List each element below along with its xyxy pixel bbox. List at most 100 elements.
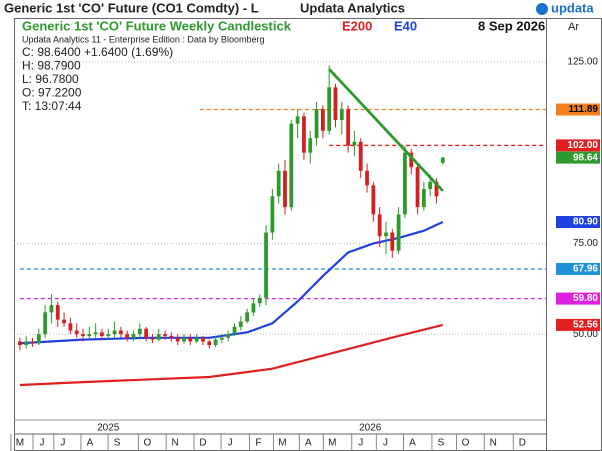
x-tick-label: A xyxy=(305,438,312,449)
candle-body xyxy=(327,87,332,131)
candle-body xyxy=(150,337,155,340)
price-tag xyxy=(556,262,600,275)
price-tag-label: 102.00 xyxy=(567,140,598,151)
candle-body xyxy=(421,188,426,208)
candle-body xyxy=(428,181,433,189)
candle-body xyxy=(118,330,123,335)
candle-body xyxy=(106,334,111,336)
corner-label: Ar xyxy=(568,21,579,33)
x-tick-label: D xyxy=(199,438,206,449)
x-tick-label: A xyxy=(409,438,416,449)
candle-body xyxy=(346,109,351,146)
candle-body xyxy=(163,334,167,336)
candle-body xyxy=(188,337,193,342)
candle-body xyxy=(415,167,420,208)
candle-body xyxy=(87,334,92,336)
chart-title: Generic 1st 'CO' Future Weekly Candlesti… xyxy=(22,18,292,33)
year-label: 2026 xyxy=(359,423,382,434)
candle-body xyxy=(81,334,85,336)
price-tag-label: 80.90 xyxy=(573,217,598,228)
price-tag-label: 98.64 xyxy=(573,152,598,163)
price-tag-label: 111.89 xyxy=(569,104,599,115)
x-tick-label: N xyxy=(172,438,179,449)
candle-body xyxy=(302,116,306,153)
logo-icon xyxy=(536,3,548,15)
candle-body xyxy=(213,339,218,346)
candle-body xyxy=(182,337,186,342)
candle-body xyxy=(289,123,294,208)
candle-body xyxy=(43,312,48,335)
price-tag-label: 67.96 xyxy=(573,264,598,275)
candle-body xyxy=(320,109,325,131)
x-tick-label: S xyxy=(114,438,121,449)
candle-body xyxy=(283,170,287,208)
candle-body xyxy=(308,138,313,153)
price-tag xyxy=(556,139,600,152)
candle-body xyxy=(30,341,35,344)
candle-body xyxy=(339,109,344,121)
candle-body xyxy=(403,152,407,215)
legend-entry: E200 xyxy=(342,18,372,33)
candle-body xyxy=(36,334,41,344)
x-tick-label: J xyxy=(39,438,44,449)
price-tag xyxy=(556,318,600,331)
candle-body xyxy=(384,232,388,237)
candle-body xyxy=(137,328,142,335)
candle-body xyxy=(409,152,414,168)
price-tag-label: 59.80 xyxy=(573,293,598,304)
candle-body xyxy=(201,337,205,342)
price-tag xyxy=(556,292,600,305)
candle-body xyxy=(257,297,262,304)
x-tick-label: M xyxy=(16,438,24,449)
moving-average xyxy=(19,323,444,387)
candle-body xyxy=(377,214,382,237)
price-tag xyxy=(556,103,600,116)
info-line: C: 98.6400 +1.6400 (1.69%) xyxy=(22,45,173,59)
candle-body xyxy=(314,109,319,139)
x-tick-label: M xyxy=(328,438,336,449)
candle-body xyxy=(112,330,117,335)
candle-body xyxy=(131,334,136,338)
candle-body xyxy=(333,87,338,121)
candle-body xyxy=(358,141,363,171)
candle-body xyxy=(169,335,174,338)
candle-body xyxy=(207,341,212,346)
y-tick-label: 50.00 xyxy=(573,329,598,340)
x-tick-label: J xyxy=(383,438,388,449)
candle-body xyxy=(175,337,180,342)
candle-body xyxy=(396,214,401,251)
year-label: 2025 xyxy=(97,423,120,434)
candle-body xyxy=(371,185,376,215)
x-tick-label: A xyxy=(87,438,94,449)
candle-body xyxy=(24,341,29,346)
candle-body xyxy=(62,319,66,324)
candle-body xyxy=(264,232,268,298)
candle-body xyxy=(74,330,79,335)
candle-body xyxy=(232,326,237,335)
candle-body xyxy=(276,170,281,197)
candle-body xyxy=(156,334,161,340)
candle-body xyxy=(440,157,445,163)
x-tick-label: D xyxy=(519,438,526,449)
candle-body xyxy=(144,328,149,338)
trendline xyxy=(328,68,444,192)
x-tick-label: N xyxy=(490,438,497,449)
price-tag xyxy=(556,216,600,229)
candle-body xyxy=(49,305,54,313)
candle-body xyxy=(295,116,300,124)
candle-body xyxy=(226,334,231,338)
candle-body xyxy=(68,323,73,331)
x-tick-label: J xyxy=(228,438,233,449)
x-tick-label: F xyxy=(255,438,261,449)
x-tick-label: M xyxy=(278,438,286,449)
logo: updata xyxy=(551,0,594,15)
candle-body xyxy=(100,332,104,336)
price-tag-label: 52.56 xyxy=(573,320,598,331)
candle-body xyxy=(390,232,395,251)
candle-body xyxy=(352,141,357,146)
candle-body xyxy=(270,196,275,233)
candle-body xyxy=(365,170,369,186)
x-tick-label: J xyxy=(60,438,65,449)
